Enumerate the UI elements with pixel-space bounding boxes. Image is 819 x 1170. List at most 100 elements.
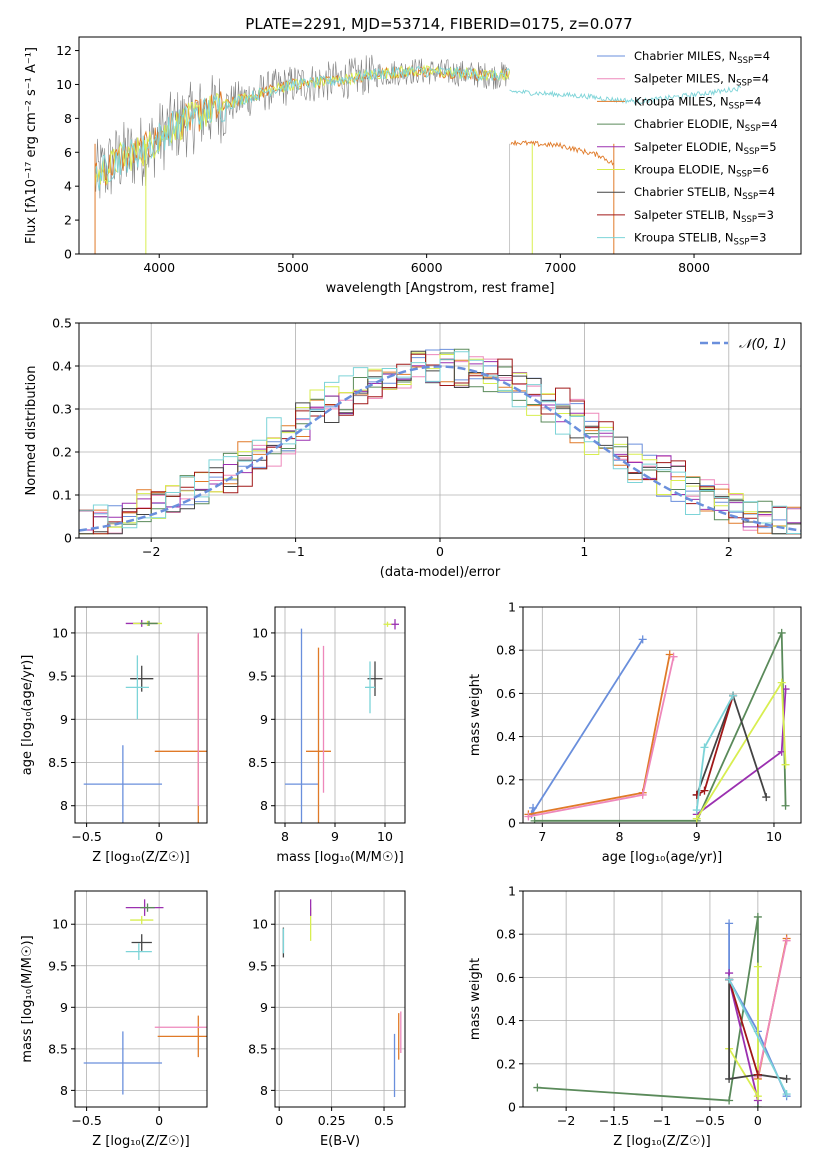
y-tick-label: 0.8 (496, 927, 516, 942)
model-tail-stelib (509, 85, 741, 105)
y-tick-label: 0.3 (52, 402, 72, 417)
x-tick-label: 10 (377, 829, 393, 844)
weight-marker-chabrier_elodie (781, 801, 790, 810)
legend-suffix: =6 (752, 163, 769, 177)
panel-mass_vs_Z: −0.5 0 8 8.5 9 9.5 10 Z [log₁₀(Z/Z☉)] mass [log₁… (20, 890, 208, 1149)
legend-suffix: =4 (758, 185, 775, 199)
weight-marker-salpeter_miles (669, 652, 678, 661)
weight-marker-chabrier_stelib (782, 1074, 791, 1083)
x-tick-label: 0.25 (318, 1113, 346, 1128)
y-tick-label: 0.2 (496, 772, 516, 787)
weight-line-chabrier_elodie (534, 632, 787, 822)
legend-label-kroupa_miles: Kroupa MILES, NSSP=4 (634, 94, 761, 111)
x-tick-label: −2 (557, 1113, 575, 1128)
y-tick-label: 0 (508, 1100, 516, 1115)
y-tick-label: 1 (508, 884, 516, 899)
y-axis-label: age [log₁₀(age/yr)] (20, 655, 35, 776)
legend-subscript: SSP (742, 192, 758, 202)
y-tick-label: 10 (52, 917, 68, 932)
x-tick-label: 0 (155, 1113, 163, 1128)
y-tick-label: 0.8 (496, 643, 516, 658)
y-tick-label: 10 (56, 77, 72, 92)
legend-text: Kroupa MILES, N (634, 94, 729, 108)
x-tick-label: 0 (436, 544, 444, 559)
weight-line-kroupa_miles (528, 654, 671, 816)
x-tick-label: 9 (693, 829, 701, 844)
legend-subscript: SSP (736, 170, 752, 180)
axes-frame (74, 606, 208, 824)
gaussian-curve (79, 365, 801, 532)
plot-area (79, 348, 801, 535)
plot-area (524, 628, 790, 823)
x-tick-label: −1.5 (599, 1113, 629, 1128)
weight-marker-salpeter_miles (524, 812, 533, 821)
y-tick-label: 0.6 (496, 686, 516, 701)
y-axis-label: mass weight (468, 674, 483, 756)
legend-label-chabrier_elodie: Chabrier ELODIE, NSSP=4 (634, 117, 778, 134)
y-tick-label: 0.4 (52, 359, 72, 374)
weight-marker-salpeter_miles (638, 790, 647, 799)
weight-marker-kroupa_stelib (729, 691, 738, 700)
y-tick-label: 9 (260, 1000, 268, 1015)
x-tick-label: 8 (281, 829, 289, 844)
x-tick-label: 1 (580, 544, 588, 559)
plot-area (83, 899, 207, 1095)
plot-area (285, 619, 399, 823)
y-tick-label: 9.5 (48, 958, 68, 973)
model-spectrum-kroupa_elodie (94, 64, 510, 188)
weight-line-chabrier_elodie (537, 916, 759, 1107)
plot-area (83, 619, 207, 823)
y-tick-label: 8.5 (48, 755, 68, 770)
y-tick-label: 0.4 (496, 729, 516, 744)
x-tick-label: −0.5 (71, 829, 101, 844)
y-tick-label: 10 (52, 625, 68, 640)
axes-frame (274, 606, 406, 824)
legend-text: Salpeter MILES, N (634, 72, 736, 86)
y-tick-label: 1 (508, 600, 516, 615)
axes-frame (274, 890, 406, 1108)
legend-label-chabrier_stelib: Chabrier STELIB, NSSP=4 (634, 185, 775, 202)
x-tick-label: 7000 (544, 260, 576, 275)
y-tick-label: 0.5 (52, 316, 72, 331)
y-tick-label: 0 (508, 816, 516, 831)
legend-label-kroupa_stelib: Kroupa STELIB, NSSP=3 (634, 231, 766, 248)
x-tick-label: 0.5 (374, 1113, 394, 1128)
y-tick-label: 8 (260, 1083, 268, 1098)
x-tick-label: 0 (155, 829, 163, 844)
x-axis-label: Z [log₁₀(Z/Z☉)] (92, 1134, 189, 1149)
x-tick-label: 0 (275, 1113, 283, 1128)
legend-text: Kroupa STELIB, N (634, 231, 734, 245)
y-tick-label: 10 (252, 625, 268, 640)
panel-mass_vs_ebv: 0 0.25 0.5 8 8.5 9 9.5 10 E(B-V) (248, 890, 406, 1149)
x-axis-label: E(B-V) (320, 1134, 360, 1149)
y-tick-label: 8.5 (48, 1041, 68, 1056)
axes-frame (74, 890, 208, 1108)
y-tick-label: 9.5 (48, 669, 68, 684)
legend-subscript: SSP (745, 124, 761, 134)
legend-suffix: =3 (749, 231, 766, 245)
weight-line-salpeter_stelib (728, 979, 759, 1075)
weight-marker-salpeter_miles (782, 936, 791, 945)
x-tick-label: 7 (538, 829, 546, 844)
y-tick-label: 8 (260, 798, 268, 813)
x-tick-label: −2 (142, 544, 160, 559)
axes-frame (78, 36, 802, 255)
y-tick-label: 0.4 (496, 1013, 516, 1028)
weight-line-chabrier_miles (530, 638, 644, 815)
x-tick-label: 9 (331, 829, 339, 844)
y-tick-label: 2 (64, 213, 72, 228)
x-axis-label: mass [log₁₀(M/M☉)] (276, 850, 403, 865)
weight-marker-salpeter_stelib (753, 1070, 762, 1079)
y-axis-label: mass [log₁₀(M/M☉)] (20, 935, 35, 1062)
weight-marker-chabrier_miles (529, 803, 538, 812)
axes-frame (78, 322, 802, 539)
y-tick-label: 0.6 (496, 970, 516, 985)
x-axis-label: Z [log₁₀(Z/Z☉)] (613, 1134, 710, 1149)
weight-marker-kroupa_elodie (753, 1092, 762, 1101)
y-tick-label: 0.2 (496, 1056, 516, 1071)
y-axis-label: Flux [fλ10⁻¹⁷ erg cm⁻² s⁻¹ A⁻¹] (24, 47, 39, 244)
x-tick-label: 6000 (411, 260, 443, 275)
model-tail-miles (510, 139, 614, 166)
legend-text: Kroupa ELODIE, N (634, 163, 736, 177)
